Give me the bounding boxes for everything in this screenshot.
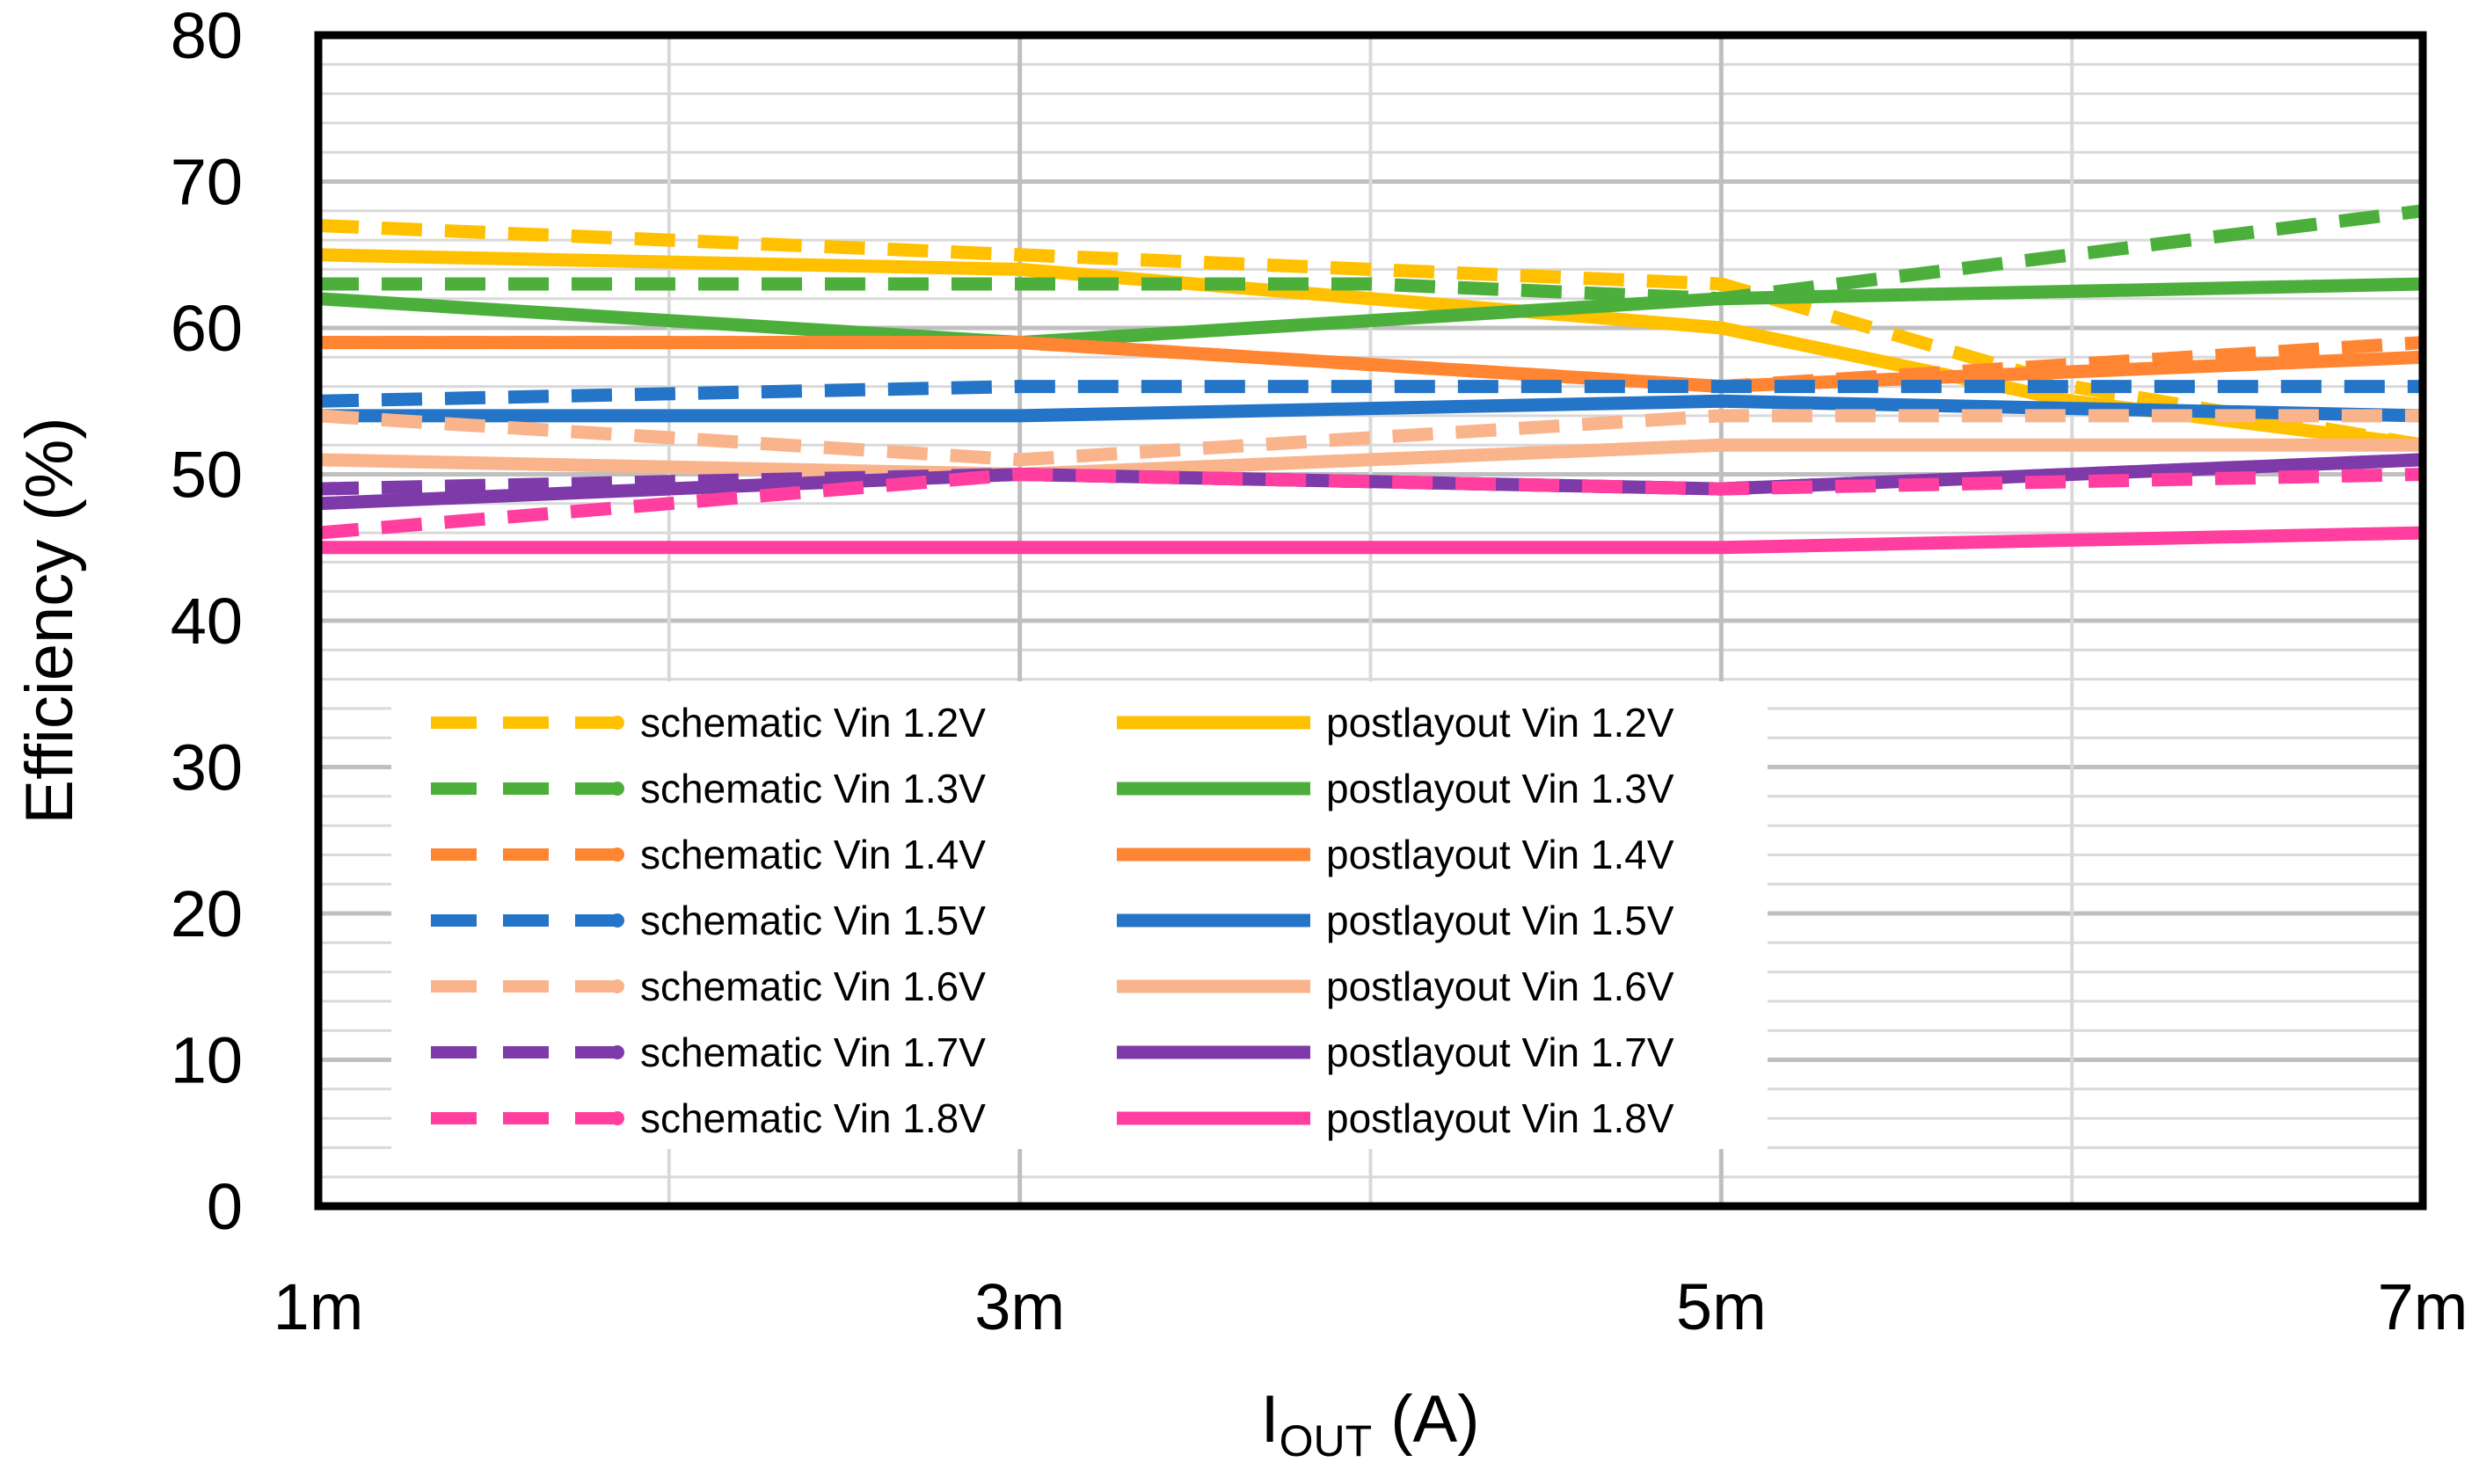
- legend-swatch-dot: [610, 913, 624, 928]
- series-line: [317, 438, 2423, 481]
- legend-swatch-dot: [610, 1045, 624, 1059]
- legend-label: schematic Vin 1.4V: [640, 832, 986, 877]
- legend-label: postlayout Vin 1.3V: [1326, 766, 1674, 811]
- legend-item: postlayout Vin 1.7V: [1117, 1029, 1674, 1075]
- y-axis-ticks: 0 10 20 30 40 50 60 70 80: [171, 0, 243, 1243]
- legend-item: schematic Vin 1.6V: [431, 964, 986, 1009]
- y-tick-label: 20: [171, 877, 243, 950]
- legend-item: schematic Vin 1.8V: [431, 1095, 986, 1141]
- series-line: [318, 336, 2424, 394]
- y-tick-label: 70: [171, 146, 243, 219]
- legend-label: postlayout Vin 1.4V: [1326, 832, 1674, 877]
- legend-item: schematic Vin 1.2V: [431, 700, 986, 746]
- series-line: [317, 277, 2424, 350]
- x-tick-label: 3m: [974, 1270, 1065, 1343]
- x-tick-label: 5m: [1676, 1270, 1767, 1343]
- legend: schematic Vin 1.2V schematic Vin 1.3V sche…: [391, 681, 1768, 1149]
- plot-frame: [314, 31, 2427, 1211]
- legend-swatch-dot: [610, 782, 624, 796]
- y-tick-label: 60: [171, 292, 243, 365]
- series-line: [317, 453, 2424, 511]
- legend-label: postlayout Vin 1.5V: [1326, 898, 1674, 943]
- legend-label: postlayout Vin 1.6V: [1326, 964, 1674, 1009]
- y-tick-label: 30: [171, 731, 243, 804]
- series-line: [317, 380, 2423, 408]
- x-axis-title: IOUT (A): [1260, 1382, 1479, 1466]
- series-line: [317, 248, 2424, 452]
- y-axis-title: Efficiency (%): [12, 417, 87, 824]
- legend-label: schematic Vin 1.5V: [640, 898, 986, 943]
- legend-item: postlayout Vin 1.6V: [1117, 964, 1674, 1009]
- x-axis-title-unit: (A): [1372, 1382, 1479, 1457]
- x-tick-label: 1m: [273, 1270, 364, 1343]
- legend-label: postlayout Vin 1.8V: [1326, 1095, 1674, 1141]
- legend-swatch-dot: [610, 979, 624, 993]
- legend-label: postlayout Vin 1.7V: [1326, 1029, 1674, 1075]
- x-axis-title-subscript: OUT: [1280, 1416, 1373, 1466]
- legend-label: schematic Vin 1.7V: [640, 1029, 986, 1075]
- legend-item: schematic Vin 1.3V: [431, 766, 986, 811]
- series-line: [318, 526, 2424, 555]
- legend-item: postlayout Vin 1.2V: [1117, 700, 1674, 746]
- series-line: [317, 219, 2424, 452]
- legend-swatch-dot: [610, 847, 624, 862]
- series-line: [317, 468, 2424, 540]
- legend-label: schematic Vin 1.6V: [640, 964, 986, 1009]
- x-axis-ticks: 1m 3m 5m 7m: [273, 1270, 2468, 1343]
- y-tick-label: 0: [207, 1170, 243, 1243]
- series-line: [318, 204, 2424, 306]
- x-axis-title-main: I: [1260, 1382, 1279, 1457]
- legend-item: schematic Vin 1.7V: [431, 1029, 986, 1075]
- legend-item: postlayout Vin 1.8V: [1117, 1095, 1674, 1141]
- plot-series: [317, 204, 2424, 555]
- legend-label: schematic Vin 1.3V: [640, 766, 986, 811]
- legend-label: postlayout Vin 1.2V: [1326, 700, 1674, 746]
- legend-item: schematic Vin 1.4V: [431, 832, 986, 877]
- legend-swatch-dot: [610, 1111, 624, 1125]
- legend-item: postlayout Vin 1.4V: [1117, 832, 1674, 877]
- series-line: [317, 409, 2423, 467]
- legend-item: postlayout Vin 1.5V: [1117, 898, 1674, 943]
- legend-label: schematic Vin 1.8V: [640, 1095, 986, 1141]
- y-tick-label: 10: [171, 1024, 243, 1097]
- legend-label: schematic Vin 1.2V: [640, 700, 986, 746]
- y-tick-label: 50: [171, 439, 243, 512]
- series-line: [318, 394, 2424, 423]
- legend-item: schematic Vin 1.5V: [431, 898, 986, 943]
- legend-swatch-dot: [610, 716, 624, 730]
- legend-item: postlayout Vin 1.3V: [1117, 766, 1674, 811]
- y-tick-label: 40: [171, 585, 243, 658]
- y-tick-label: 80: [171, 0, 243, 72]
- x-tick-label: 7m: [2378, 1270, 2468, 1343]
